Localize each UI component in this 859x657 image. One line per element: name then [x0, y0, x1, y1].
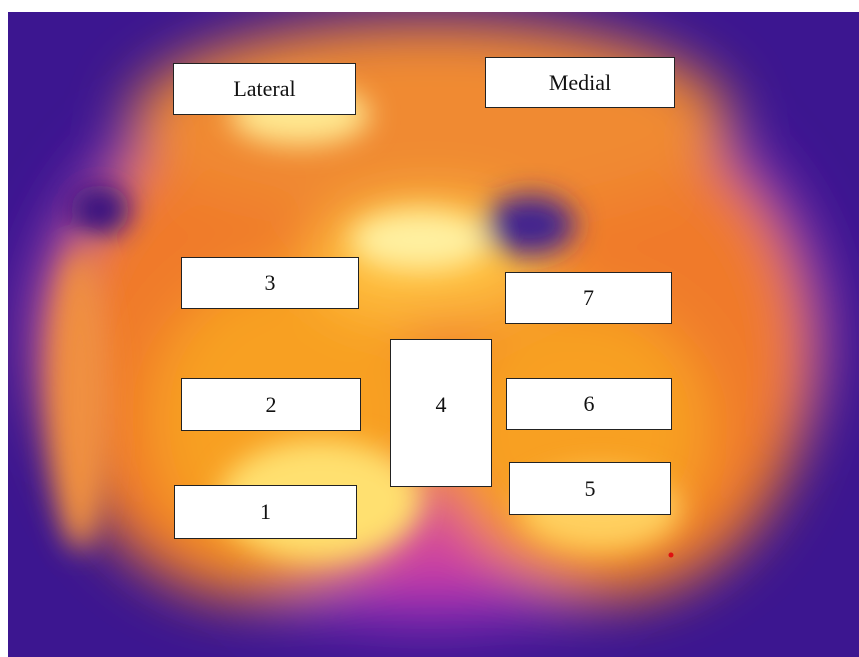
region-box: 2	[181, 378, 361, 431]
region-box: 4	[390, 339, 492, 487]
label-box: Lateral	[173, 63, 356, 115]
region-box: 7	[505, 272, 672, 324]
label-box: Medial	[485, 57, 675, 108]
region-box: 5	[509, 462, 671, 515]
region-box: 6	[506, 378, 672, 430]
region-box: 1	[174, 485, 357, 539]
region-box: 3	[181, 257, 359, 309]
